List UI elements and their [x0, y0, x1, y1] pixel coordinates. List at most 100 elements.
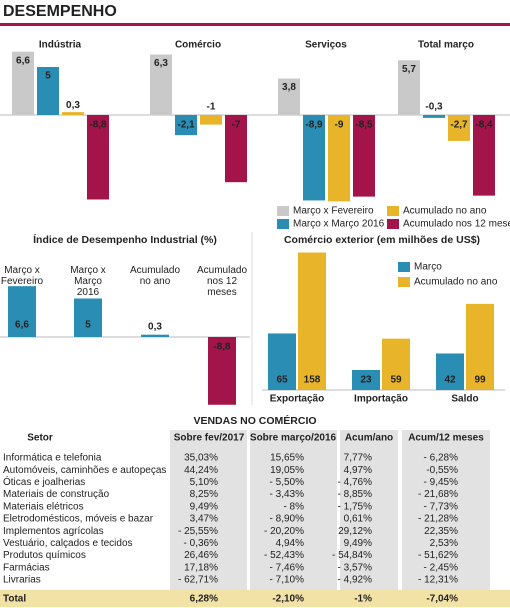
value-label: -8,5: [355, 120, 373, 131]
column-band: [170, 430, 247, 590]
bar: [352, 369, 380, 390]
bar: [208, 337, 236, 405]
bar: [473, 115, 495, 196]
column-band: [340, 430, 398, 590]
bar: [175, 115, 197, 136]
title-rule: [0, 23, 510, 26]
row-label: Implementos agrícolas: [3, 526, 104, 537]
cell-value: - 6,28%: [424, 453, 459, 464]
value-label: 6,3: [154, 58, 168, 69]
cell-value: 4,97%: [344, 465, 372, 476]
group-label: Comércio: [175, 40, 221, 51]
group-label: Serviços: [305, 40, 347, 51]
x-tick-label: Março x Março 2016: [70, 265, 106, 298]
cell-value: - 25,55%: [178, 526, 218, 537]
value-label: -8,8: [89, 120, 107, 131]
x-tick-label: Saldo: [451, 394, 478, 405]
x-tick-label-line: meses: [207, 287, 236, 298]
column-band: [402, 430, 490, 590]
cell-value: 6,28%: [190, 594, 218, 605]
row-label: Vestuário, calçados e tecidos: [3, 538, 133, 549]
row-label: Óticas e joalherias: [3, 475, 85, 488]
value-label: -9: [335, 120, 344, 131]
column-header: Acum/ano: [345, 433, 393, 444]
bar: [141, 334, 169, 337]
value-label: 0,3: [66, 100, 80, 111]
cell-value: 35,03%: [184, 453, 218, 464]
value-label: 5,7: [402, 64, 416, 75]
cell-value: - 8%: [283, 501, 304, 512]
legend-swatch: [387, 219, 399, 229]
row-label: Informática e telefonia: [3, 453, 102, 464]
legend-swatch: [277, 219, 289, 229]
bar: [150, 54, 172, 115]
bar: [298, 252, 326, 390]
cell-value: -2,10%: [272, 594, 304, 605]
x-tick-label-line: 2016: [77, 287, 100, 298]
cell-value: - 4,76%: [338, 477, 373, 488]
x-tick-label-line: Março: [74, 276, 102, 287]
bar: [448, 115, 470, 141]
value-label: -8,4: [475, 120, 493, 131]
legend-label: Acumulado nos 12 meses: [403, 219, 510, 230]
value-label: 0,3: [148, 321, 162, 332]
value-label: 6,6: [16, 55, 30, 66]
x-tick-label-line: nos 12: [207, 276, 237, 287]
cell-value: - 51,62%: [418, 550, 458, 561]
x-tick-label-line: Acumulado: [130, 265, 180, 276]
value-label: -8,9: [305, 120, 323, 131]
cell-value: - 12,31%: [418, 575, 458, 586]
cell-value: - 21,68%: [418, 489, 458, 500]
cell-value: -7,04%: [426, 594, 458, 605]
value-label: 5: [45, 71, 51, 82]
x-tick-label: Março x Fevereiro: [1, 265, 44, 287]
value-label: 65: [276, 375, 288, 386]
group-label: Total março: [418, 40, 474, 51]
cell-value: - 2,45%: [424, 562, 459, 573]
cell-value: - 9,45%: [424, 477, 459, 488]
value-label: 5: [85, 320, 91, 331]
page-title: DESEMPENHO: [3, 3, 117, 20]
value-label: 42: [444, 375, 456, 386]
legend-label: Março: [414, 262, 442, 273]
bar: [423, 115, 445, 118]
row-label: Materiais de construção: [3, 489, 110, 500]
row-label: Produtos químicos: [3, 550, 86, 561]
value-label: -0,3: [425, 102, 443, 113]
x-tick-label-line: Fevereiro: [1, 276, 44, 287]
cell-value: 9,49%: [344, 538, 372, 549]
cell-value: - 21,28%: [418, 514, 458, 525]
group-label: Indústria: [39, 40, 82, 51]
row-label: Materiais elétricos: [3, 501, 84, 512]
bar: [303, 115, 325, 201]
value-label: -7: [232, 120, 241, 131]
cell-value: - 8,90%: [270, 514, 305, 525]
bar: [87, 115, 109, 200]
cell-value: 2,53%: [430, 538, 458, 549]
x-tick-label-line: no ano: [140, 276, 171, 287]
cell-value: 7,77%: [344, 453, 372, 464]
column-header: Setor: [27, 433, 53, 444]
column-band: [250, 430, 337, 590]
cell-value: - 4,92%: [338, 575, 373, 586]
chart-title: Índice de Desempenho Industrial (%): [33, 233, 217, 246]
chart-title: Comércio exterior (em milhões de US$): [284, 234, 480, 246]
cell-value: - 62,71%: [178, 575, 218, 586]
bar: [466, 303, 494, 390]
value-label: 99: [474, 375, 486, 386]
value-label: 23: [360, 375, 372, 386]
cell-value: - 7,10%: [270, 575, 305, 586]
legend-label: Março x Março 2016: [293, 219, 385, 230]
cell-value: 22,35%: [424, 526, 458, 537]
bar: [278, 78, 300, 115]
column-header: Acum/12 meses: [408, 433, 484, 444]
bar: [225, 115, 247, 183]
cell-value: 4,94%: [276, 538, 304, 549]
bar: [62, 112, 84, 115]
value-label: -2,7: [450, 120, 468, 131]
x-tick-label-line: Acumulado: [197, 265, 247, 276]
value-label: 158: [304, 375, 321, 386]
bar: [200, 115, 222, 125]
value-label: -2,1: [177, 120, 195, 131]
